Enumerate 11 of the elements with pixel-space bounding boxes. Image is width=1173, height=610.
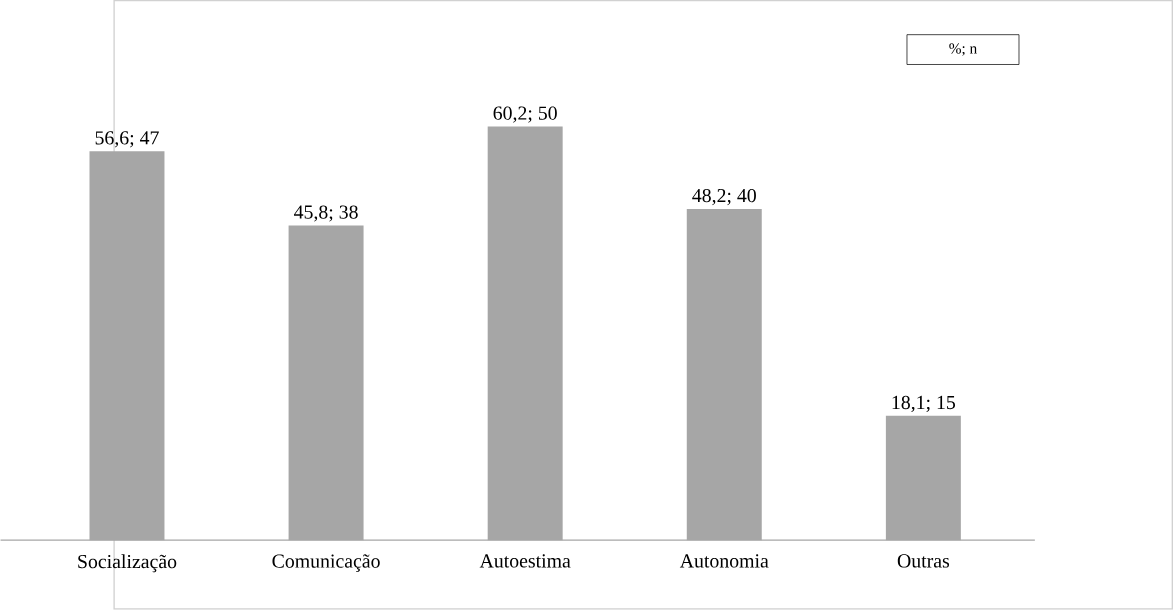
x-tick-label: Autoestima bbox=[479, 554, 571, 568]
x-tick-label: Comunicação bbox=[272, 554, 380, 572]
x-tick-label: Outras bbox=[897, 554, 950, 568]
text: %; n bbox=[949, 43, 977, 56]
data-label: 48,2; 40 bbox=[692, 189, 756, 206]
data-label: 60,2; 50 bbox=[493, 106, 557, 123]
x-tick-label: Socialização bbox=[78, 554, 177, 573]
data-label: 45,8; 38 bbox=[294, 205, 358, 222]
data-label: 56,6; 47 bbox=[95, 131, 159, 148]
x-tick-label: Autonomia bbox=[679, 554, 769, 568]
data-label: 18,1; 15 bbox=[892, 395, 956, 413]
